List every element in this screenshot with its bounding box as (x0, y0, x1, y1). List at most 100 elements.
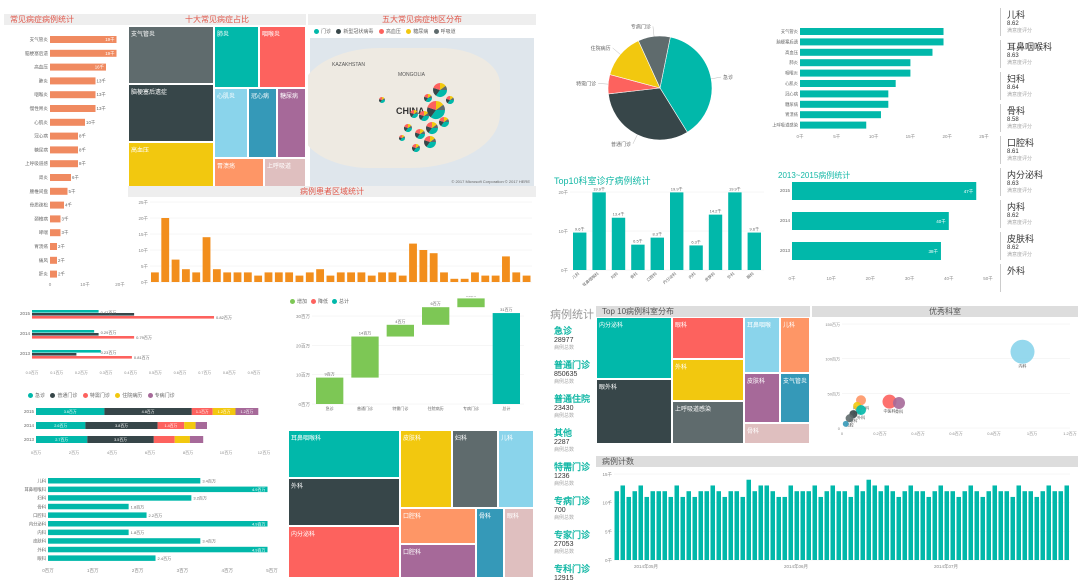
rank-sub: 满意度评分 (1007, 28, 1033, 34)
tmb-cell-5[interactable]: 妇科 (452, 430, 498, 508)
tm10-cell-6[interactable]: 耳鼻咽喉 (744, 317, 780, 373)
stacked-bar (153, 436, 175, 443)
dept2-x-tick: 1百万 (87, 568, 99, 574)
tmb-cell-1[interactable]: 耳鼻咽喉科 (288, 430, 400, 478)
tmb-cell-4[interactable]: 皮肤科 (400, 430, 452, 508)
common-bar-label: 13千 (97, 105, 107, 112)
rank-list: 儿科 8.62 满意度评分 耳鼻咽喉科 8.63 满意度评分 妇科 8.64 满意度评分 骨科 8.… (1000, 8, 1078, 293)
tmb-cell-9[interactable]: 骨科 (476, 508, 504, 578)
map-pie-slice (408, 124, 412, 128)
tm-cell-2[interactable]: 脑梗塞后遗症 (128, 84, 214, 142)
title-common: 常见病症病例统计 (4, 14, 128, 25)
waterfall-bar (492, 313, 520, 404)
dept-hbar-bar (800, 28, 944, 35)
trend-bar-label: 47千 (964, 188, 974, 195)
rank-sub: 满意度评分 (1007, 60, 1033, 66)
region-bar (357, 272, 366, 282)
map-pie-slice (427, 107, 436, 118)
dept2-bar (48, 555, 156, 561)
tmb-cell-6[interactable]: 儿科 (498, 430, 534, 508)
daily-bar (968, 485, 973, 560)
daily-bar (830, 485, 835, 560)
tmb-cell-2[interactable]: 外科 (288, 478, 400, 526)
tm10-cell-9[interactable]: 支气管炎 (780, 373, 810, 423)
tm-cell-6[interactable]: 心肌炎 (214, 88, 248, 158)
dept-hbar-x-tick: 15千 (906, 133, 916, 140)
tm10-cell-4[interactable]: 外科 (672, 359, 744, 401)
tm10-cell-5[interactable]: 上呼吸道感染 (672, 401, 744, 444)
stacked-bar (235, 408, 259, 415)
region-y-tick: 5千 (141, 263, 149, 270)
dept-hbar-bar (800, 59, 911, 67)
dept-hbar-x-tick: 20千 (942, 133, 952, 140)
rank-name: 妇科 (1007, 74, 1026, 84)
tmb-cell-7[interactable]: 口腔科 (400, 508, 476, 544)
cmp3-x-tick: 0.8百万 (223, 370, 236, 375)
daily-bar (674, 485, 679, 560)
rank-item: 外科 (1000, 264, 1078, 292)
tm10-cell-2[interactable]: 眼外科 (596, 379, 672, 444)
rank-name: 耳鼻咽喉科 (1007, 42, 1053, 52)
dept-hbar-label: 高血压 (785, 49, 799, 56)
waterfall-bar-label: 3百万 (466, 296, 476, 297)
region-bar (151, 272, 159, 282)
map-pie-slice (421, 116, 429, 121)
tm-cell-5[interactable]: 咽喉炎 (259, 26, 306, 88)
top10-bar-label: 13.4千 (613, 211, 625, 217)
scatter-y-tick: 50百万 (828, 391, 840, 396)
scatter-x-tick: 1百万 (1027, 431, 1037, 436)
tm10-cell-7[interactable]: 儿科 (780, 317, 810, 373)
map-pie-slice (430, 136, 435, 142)
map-area[interactable]: KAZAKHSTAN MONGOLIA CHINA © 2017 Microso… (308, 38, 534, 186)
region-bar (233, 272, 242, 282)
dept2-bar (48, 503, 129, 510)
waterfall-bar-label: 4百万 (395, 319, 405, 324)
daily-bar (620, 485, 625, 560)
common-bar-label: 3千 (62, 215, 69, 222)
tm10-cell-3[interactable]: 眼科 (672, 317, 744, 359)
daily-bar (1010, 496, 1015, 560)
common-bar (50, 49, 117, 57)
scatter-point (842, 420, 849, 427)
map-pie-slice (399, 135, 402, 138)
top10-bar-label: 8.3千 (653, 231, 663, 237)
common-bar-label: 19千 (105, 36, 115, 43)
tm-cell-4[interactable]: 肺炎 (214, 26, 259, 88)
region-bar (192, 272, 201, 282)
dept-hbar-x-tick: 5千 (833, 133, 841, 140)
waterfall-bar-label: 14百万 (359, 331, 371, 336)
region-bar (409, 243, 417, 282)
common-cat-label: 腰椎间盘 (30, 188, 49, 195)
rank-value: 8.61 (1007, 149, 1019, 155)
tm-cell-1[interactable]: 支气管炎 (128, 26, 214, 84)
tm-cell-7[interactable]: 冠心病 (248, 88, 277, 158)
daily-bar (650, 491, 655, 560)
kpi-list: 急诊 28977 病例总数 普通门诊 850635 病例总数 普通住院 23430 病例总数 其他… (554, 324, 598, 580)
scatter-y-tick: 100百万 (825, 357, 840, 362)
common-cat-label: 上呼吸道感 (25, 160, 48, 167)
tm-cell-8[interactable]: 糖尿病 (277, 88, 306, 158)
dept-hbar-label: 咽喉炎 (785, 70, 799, 77)
map-pie-slice (433, 83, 440, 90)
map-pie-slice (379, 97, 382, 100)
map-pie-slice (404, 126, 408, 132)
tmb-cell-3[interactable]: 内分泌科 (288, 526, 400, 578)
daily-bar (884, 485, 889, 560)
map-pie-slice (446, 96, 450, 100)
tm10-cell-8[interactable]: 皮肤科 (744, 373, 780, 423)
kpi-item: 急诊 28977 病例总数 (554, 324, 598, 351)
tmb-cell-8[interactable]: 口腔科 (400, 544, 476, 578)
common-bar-label: 3千 (62, 229, 69, 236)
kpi-sub: 病例总数 (554, 515, 575, 521)
treemap-ten: 支气管炎 脑梗塞后遗症 高血压 肺炎 咽喉炎 心肌炎 冠心病 糖尿病 胃溃疡 上… (128, 26, 306, 194)
map-pie-slice (416, 145, 420, 148)
tmb-cell-10[interactable]: 眼科 (504, 508, 534, 578)
stacked-bar (189, 436, 204, 443)
tm10-cell-10[interactable]: 骨科 (744, 423, 810, 444)
chart-cmp3: 2015 0.47百万 0.82百万 2014 0.29百万 0.79百万 2013 0.23… (20, 310, 261, 375)
dept-hbar-bar (800, 121, 867, 129)
dept-hbar-x-tick: 25千 (979, 133, 989, 140)
tm10-cell-1[interactable]: 内分泌科 (596, 317, 672, 379)
waterfall-x-tick: 急诊 (326, 405, 334, 411)
rank-sub: 满意度评分 (1007, 156, 1033, 162)
